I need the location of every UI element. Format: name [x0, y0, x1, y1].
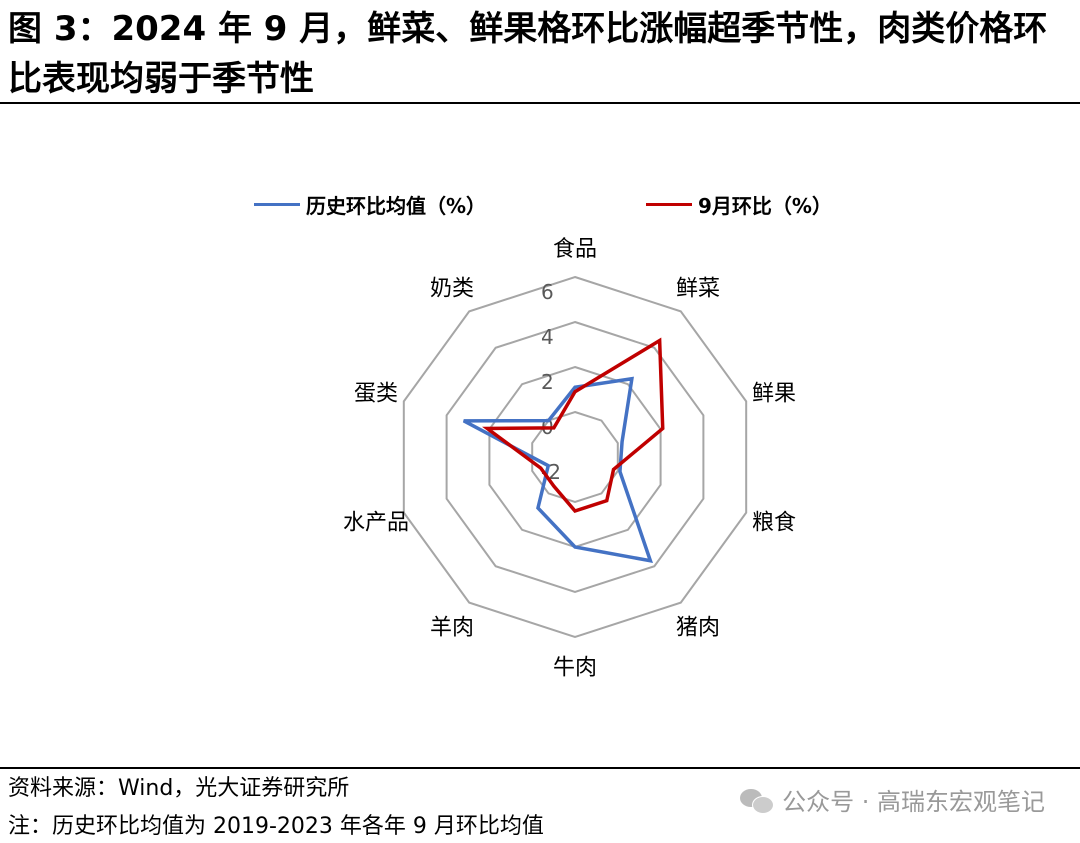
grid-ring: [531, 410, 619, 504]
watermark-text: 公众号 · 高瑞东宏观笔记: [782, 788, 1045, 816]
source-text: 资料来源：Wind，光大证券研究所: [8, 776, 350, 801]
tick-label: 6: [541, 280, 554, 304]
legend-label: 历史环比均值（%）: [306, 194, 487, 218]
category-label: 食品: [553, 237, 597, 262]
category-label: 蛋类: [354, 381, 398, 406]
tick-label: 4: [541, 325, 554, 349]
category-label: 牛肉: [553, 655, 597, 680]
category-label: 奶类: [430, 277, 474, 302]
category-label: 水产品: [343, 511, 409, 536]
figure-title: 图 3：2024 年 9 月，鲜菜、鲜果格环比涨幅超季节性，肉类价格环比表现均弱…: [8, 9, 1048, 99]
category-label: 鲜菜: [676, 277, 720, 302]
watermark: 公众号 · 高瑞东宏观笔记: [740, 782, 1045, 817]
grid-ring: [402, 275, 748, 639]
note-text: 注：历史环比均值为 2019-2023 年各年 9 月环比均值: [8, 814, 544, 839]
category-label: 粮食: [752, 511, 796, 536]
legend-item-history: 历史环比均值（%）: [254, 190, 486, 219]
title-divider: [0, 102, 1080, 104]
legend-item-september: 9月环比（%）: [646, 190, 832, 219]
legend-label: 9月环比（%）: [698, 194, 832, 218]
wechat-icon: [740, 787, 775, 814]
category-label: 鲜果: [752, 381, 796, 406]
grid-ring: [445, 320, 705, 594]
tick-label: 2: [541, 370, 554, 394]
category-label: 猪肉: [676, 615, 720, 640]
category-label: 羊肉: [430, 615, 474, 640]
footer-divider: [0, 767, 1080, 769]
